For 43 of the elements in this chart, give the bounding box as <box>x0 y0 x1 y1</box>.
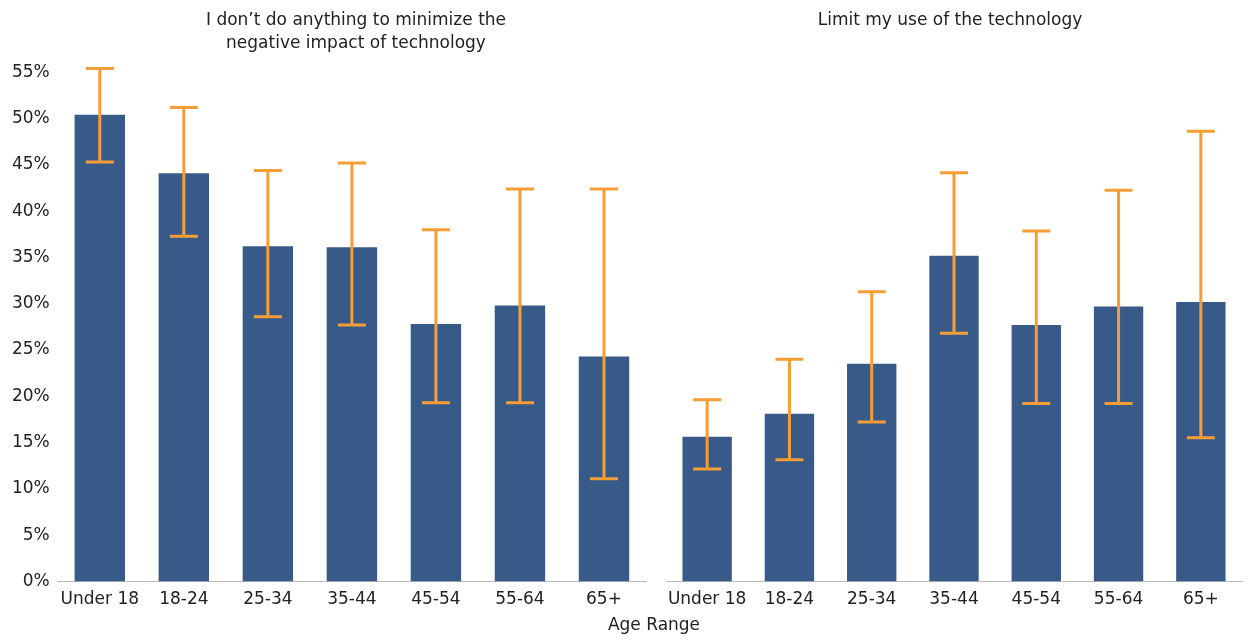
y-tick-label: 0% <box>22 570 50 591</box>
x-tick-label: 55-64 <box>1093 588 1144 609</box>
bar <box>764 413 815 582</box>
y-tick-label: 20% <box>11 384 50 405</box>
x-tick-label: 45-54 <box>1011 588 1061 609</box>
x-tick-label: Under 18 <box>60 588 140 609</box>
y-tick-label: 15% <box>11 431 50 452</box>
x-tick-label: 35-44 <box>929 588 979 609</box>
x-axis-title: Age Range <box>606 614 702 634</box>
y-tick-label: 45% <box>11 153 50 174</box>
bar <box>682 436 732 582</box>
y-tick-label: 35% <box>11 245 50 266</box>
bar <box>410 324 462 582</box>
bar <box>494 305 546 582</box>
bar <box>847 363 897 582</box>
x-tick-label: 45-54 <box>411 588 461 609</box>
y-tick-label: 5% <box>22 523 50 544</box>
bar <box>1011 325 1061 582</box>
x-tick-label: 65+ <box>586 588 622 609</box>
bar <box>242 246 294 582</box>
bar <box>158 173 210 582</box>
bar <box>578 356 630 582</box>
bar <box>929 255 979 582</box>
y-tick-label: 50% <box>11 106 50 127</box>
x-tick-label: Under 18 <box>667 588 747 609</box>
x-tick-label: 25-34 <box>243 588 293 609</box>
bar <box>74 114 126 582</box>
y-tick-label: 10% <box>11 477 50 498</box>
x-tick-label: 18-24 <box>159 588 209 609</box>
x-tick-label: 65+ <box>1182 588 1219 609</box>
y-tick-label: 40% <box>11 199 50 220</box>
x-tick-label: 18-24 <box>764 588 815 609</box>
bar <box>1176 301 1226 582</box>
chart-title: I don’t do anything to minimize the negative impact of technology <box>204 8 508 54</box>
y-tick-label: 30% <box>11 292 50 313</box>
x-tick-label: 25-34 <box>847 588 897 609</box>
y-tick-label: 25% <box>11 338 50 359</box>
bar <box>1093 306 1144 582</box>
y-tick-label: 55% <box>11 60 50 81</box>
x-tick-label: 55-64 <box>495 588 545 609</box>
chart-title: Limit my use of the technology <box>816 8 1084 31</box>
bar <box>326 247 378 582</box>
x-tick-label: 35-44 <box>327 588 377 609</box>
